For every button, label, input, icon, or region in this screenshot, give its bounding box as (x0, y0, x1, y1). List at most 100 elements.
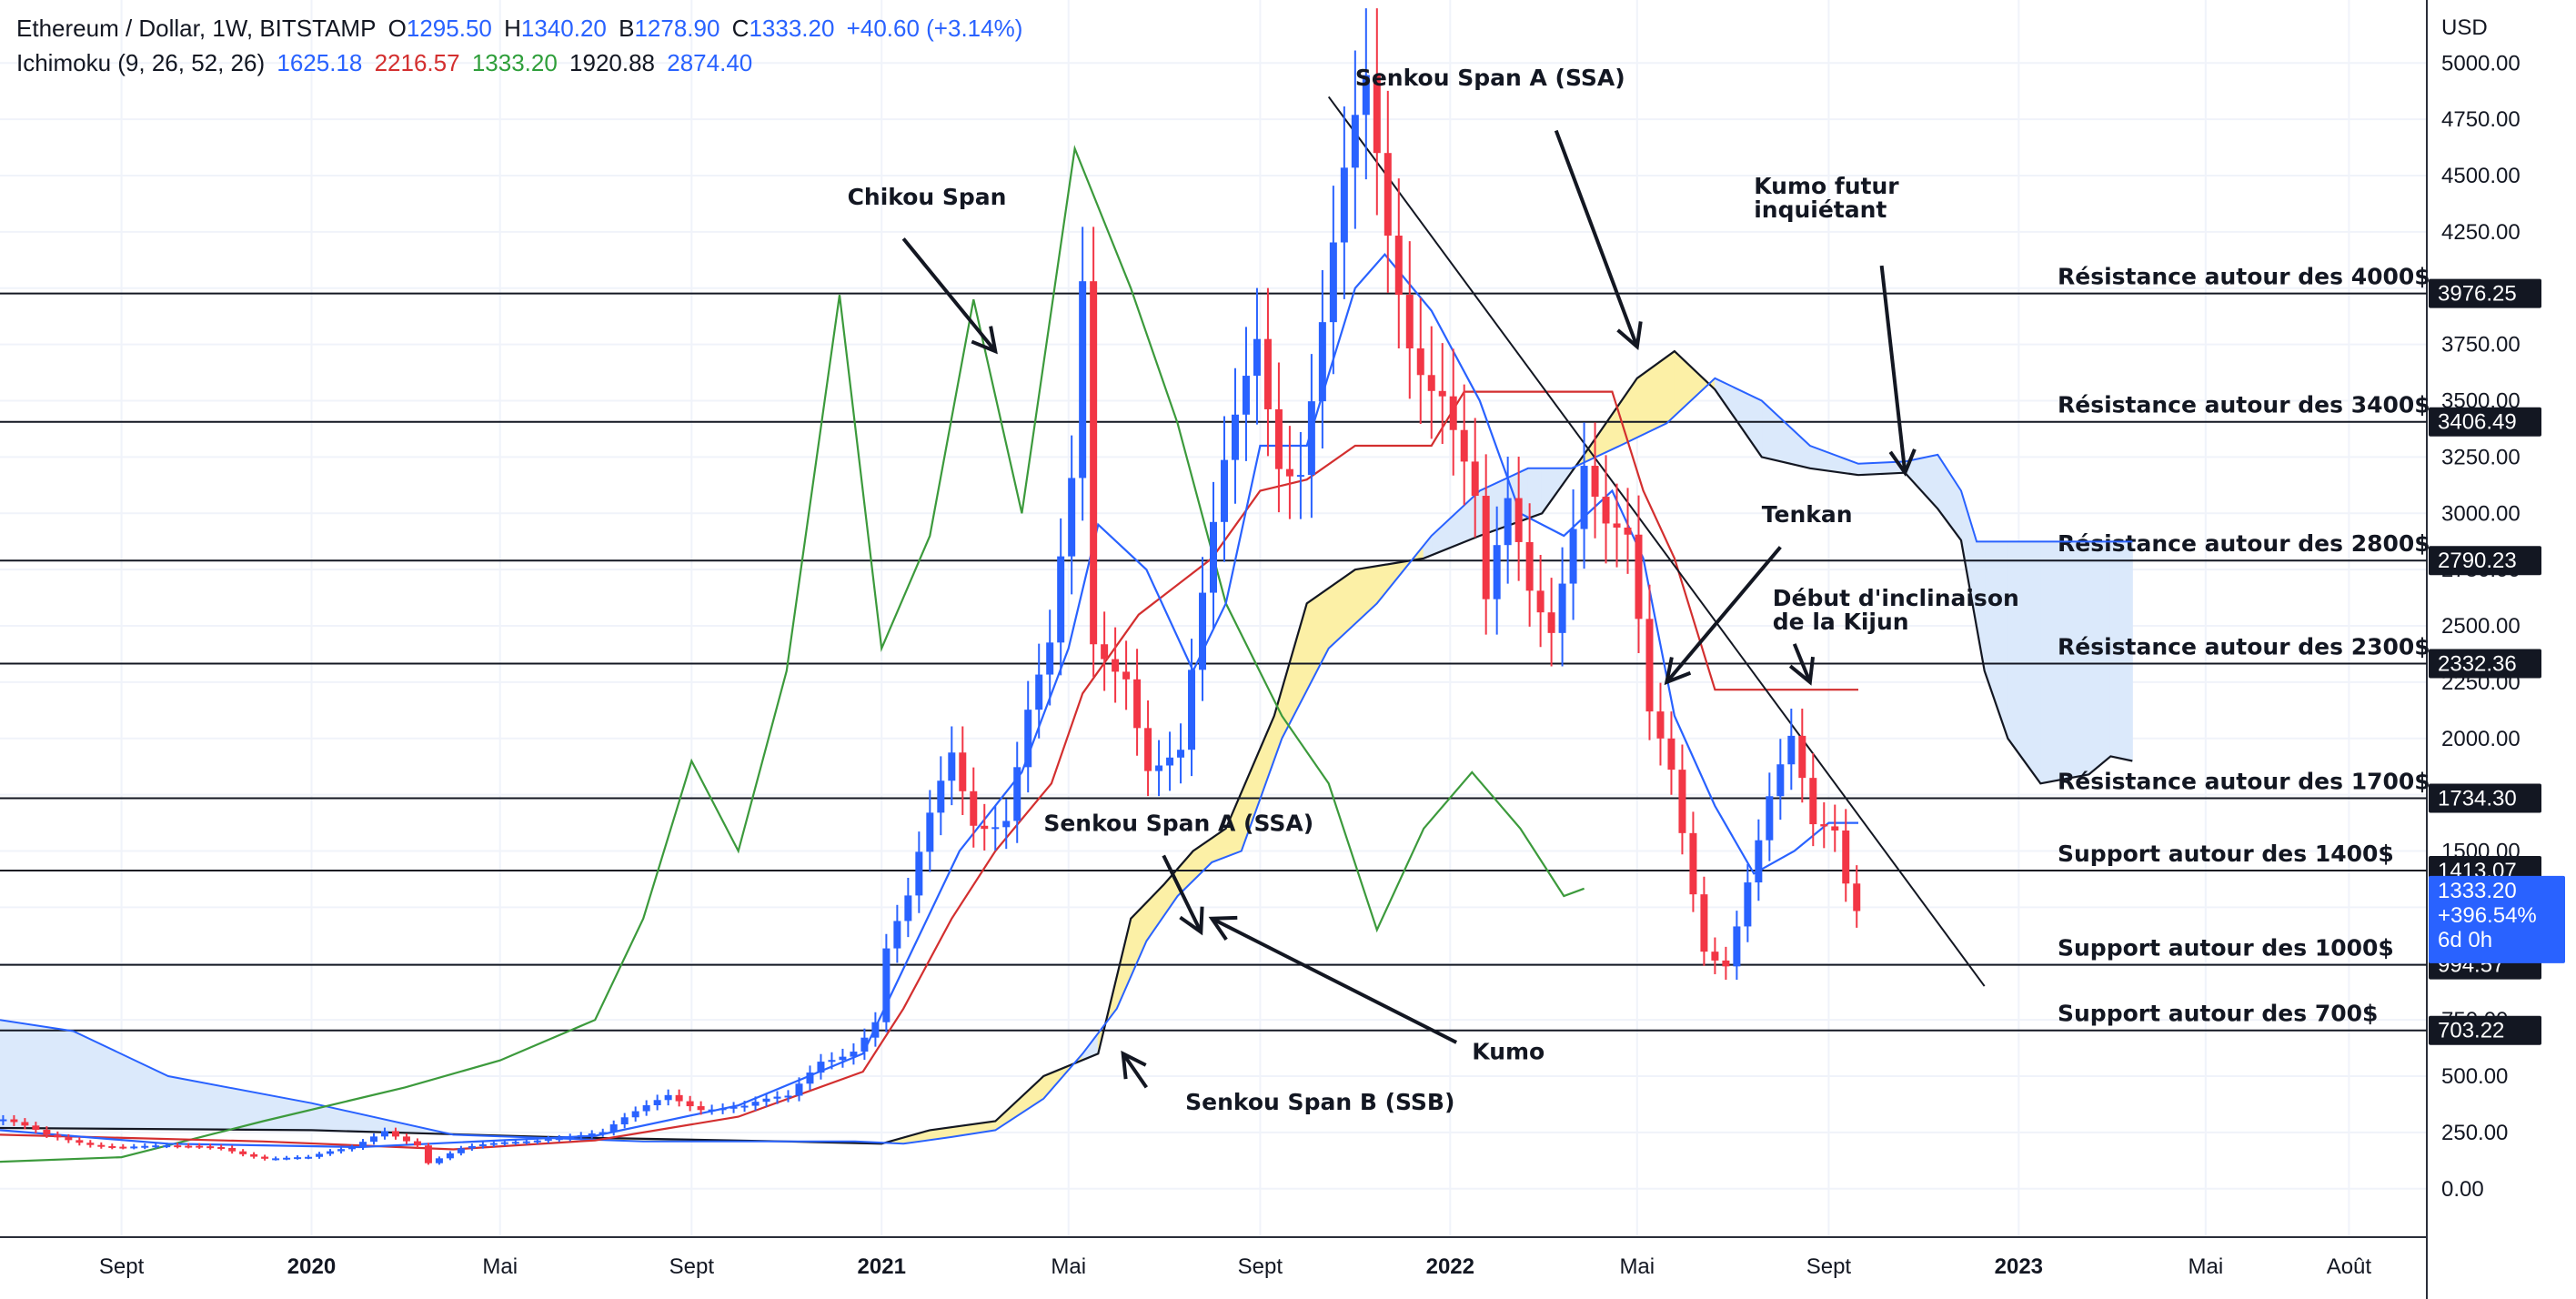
candle-body (1188, 670, 1196, 750)
price-badge-label: 2332.36 (2438, 652, 2517, 677)
kumo-cloud (0, 349, 2133, 1144)
candle-body (327, 1151, 335, 1154)
legend-open: O1295.50 (387, 15, 492, 42)
candle-body (1002, 821, 1011, 828)
candle-body (196, 1145, 204, 1148)
level-label: Support autour des 1000$ (2058, 935, 2394, 962)
x-tick-label: Mai (482, 1254, 518, 1279)
candle-body (653, 1100, 661, 1105)
candle-body (75, 1140, 84, 1143)
candle-body (740, 1105, 749, 1108)
candle-body (1689, 832, 1697, 895)
candle-body (850, 1052, 858, 1057)
candle-body (337, 1149, 346, 1152)
y-tick-label: 500.00 (2441, 1064, 2508, 1089)
annotations: Chikou Span Senkou Span A (SSA) Kumo futur… (848, 65, 2019, 1115)
time-axis[interactable]: Sept 2020 Mai Sept 2021 Mai Sept 2022 Mai Sept 202… (99, 1254, 2372, 1279)
candle-body (981, 825, 989, 830)
annotation-arrow (1211, 917, 1458, 1044)
candle-body (1438, 390, 1446, 397)
candle-body (871, 1022, 880, 1038)
current-price-badge (2429, 875, 2565, 963)
current-price-badge-label: 1333.20 (2438, 879, 2517, 903)
candle-body (489, 1143, 498, 1145)
candle-body (1744, 882, 1752, 927)
indicator-lines (0, 96, 2133, 1163)
candle-body (1296, 475, 1304, 478)
candle-body (1133, 679, 1142, 729)
candle-body (566, 1136, 574, 1139)
chikou-span-line (0, 145, 1585, 1163)
x-tick-label: 2023 (1995, 1254, 2043, 1279)
candle-body (1090, 281, 1098, 645)
kumo-segment (1665, 350, 1675, 425)
candle-body (21, 1122, 29, 1126)
candle-body (806, 1072, 814, 1084)
candle-body (1231, 414, 1239, 460)
candle-body (1449, 396, 1457, 430)
price-badge-label: 703.22 (2438, 1019, 2504, 1043)
x-tick-label: Mai (1051, 1254, 1086, 1279)
annotation-label: Kumo futur (1754, 173, 1899, 199)
candle-body (1351, 115, 1359, 168)
price-badge-label: 1734.30 (2438, 787, 2517, 811)
candle-body (468, 1145, 476, 1149)
annotation-arrowhead (1888, 448, 1917, 477)
candle-body (937, 780, 945, 813)
price-badge (2429, 407, 2541, 437)
annotation-arrowhead (1788, 656, 1816, 686)
candle-body (1242, 376, 1250, 415)
candle-body (511, 1142, 519, 1144)
candle-body (1253, 338, 1261, 377)
candle-body (391, 1131, 399, 1137)
candle-body (1624, 527, 1632, 535)
candle-body (533, 1140, 541, 1143)
candle-body (784, 1095, 792, 1098)
candle-body (599, 1132, 607, 1134)
candle-body (926, 812, 934, 852)
annotation-arrowhead (1616, 321, 1643, 351)
x-tick-label: Sept (1238, 1254, 1283, 1279)
x-tick-label: Sept (1806, 1254, 1852, 1279)
legend-low: B1278.90 (619, 15, 720, 42)
legend-indicator-name: Ichimoku (9, 26, 52, 26) (16, 49, 266, 76)
candle-body (261, 1156, 269, 1159)
candle-body (1602, 497, 1610, 524)
annotation-label: Kumo (1472, 1038, 1545, 1064)
annotation-label: Début d'inclinaison (1773, 585, 2019, 611)
candle-body (217, 1147, 226, 1150)
candle-body (1079, 281, 1087, 478)
candle-body (1035, 674, 1043, 710)
candle-body (141, 1145, 149, 1148)
trend-line (1327, 96, 1986, 987)
candle-body (817, 1062, 825, 1073)
legend-tenkan-value: 1625.18 (277, 49, 363, 76)
annotation-arrow (1162, 854, 1203, 933)
candle-body (152, 1145, 160, 1148)
y-tick-label: 2500.00 (2441, 614, 2521, 639)
candle-body (1678, 770, 1686, 833)
candle-body (1514, 498, 1523, 542)
level-label: Résistance autour des 2800$ (2058, 530, 2430, 557)
candle-body (1285, 468, 1293, 477)
price-badge-label: 3976.25 (2438, 282, 2517, 307)
kumo-segment (1354, 565, 1378, 625)
candle-body (283, 1157, 291, 1160)
candle-body (1144, 728, 1152, 771)
candle-body (185, 1145, 193, 1148)
y-tick-label: 3750.00 (2441, 333, 2521, 357)
candle-body (65, 1137, 73, 1141)
candle-body (1635, 534, 1643, 619)
candle-body (686, 1101, 694, 1107)
annotation-arrowhead (1121, 1050, 1147, 1080)
candle-body (1427, 375, 1435, 391)
candle-body (1776, 764, 1785, 797)
kijun-line (0, 390, 1858, 1151)
price-badge (2429, 649, 2541, 679)
candle-body (316, 1153, 324, 1157)
annotation-label: Senkou Span B (SSB) (1185, 1089, 1454, 1115)
annotation-arrow (1792, 643, 1812, 683)
candle-body (1362, 75, 1370, 116)
candle-body (1373, 75, 1381, 154)
